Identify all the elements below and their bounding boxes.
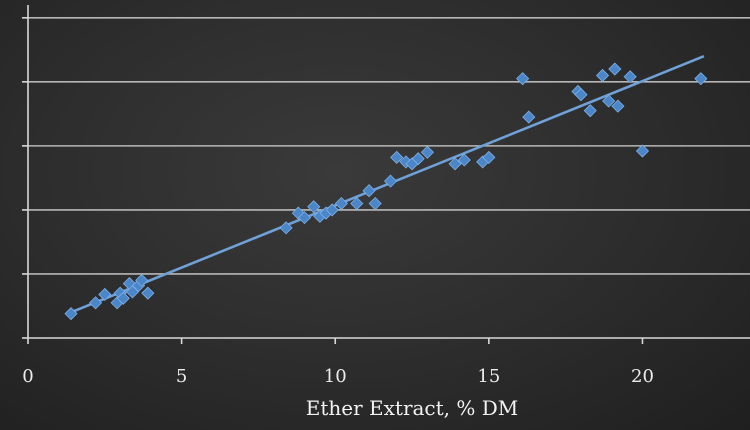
data-point-5 (116, 291, 130, 305)
data-point-0 (64, 307, 78, 321)
axes (22, 5, 750, 344)
data-point-43 (694, 72, 708, 86)
data-point-39 (608, 62, 622, 76)
data-point-33 (522, 110, 536, 124)
data-point-36 (583, 104, 597, 118)
x-tick-label-20: 20 (631, 366, 654, 387)
data-point-41 (623, 70, 637, 84)
data-point-19 (350, 196, 364, 211)
data-point-32 (516, 72, 530, 86)
x-axis-title: Ether Extract, % DM (306, 396, 519, 420)
data-point-9 (135, 273, 149, 287)
data-point-12 (291, 206, 305, 220)
data-point-2 (98, 287, 112, 302)
data-point-31 (482, 150, 496, 164)
data-point-38 (602, 94, 616, 108)
data-point-20 (362, 184, 376, 198)
data-point-22 (383, 174, 398, 188)
data-point-10 (141, 286, 155, 300)
x-tick-label-15: 15 (477, 366, 500, 387)
tick-labels: 0 5 10 15 20 (22, 366, 654, 387)
data-points (64, 62, 708, 321)
data-point-23 (390, 150, 404, 164)
data-point-42 (635, 144, 650, 158)
data-point-40 (611, 99, 625, 113)
data-point-21 (368, 196, 382, 211)
x-tick-label-10: 10 (324, 366, 347, 387)
data-point-29 (457, 153, 471, 167)
data-point-1 (89, 296, 103, 310)
data-point-11 (279, 221, 293, 235)
data-point-18 (334, 196, 348, 211)
data-point-14 (307, 200, 321, 214)
x-tick-label-0: 0 (22, 366, 33, 387)
data-point-35 (574, 88, 588, 102)
data-point-13 (297, 211, 312, 225)
data-point-28 (448, 157, 462, 171)
data-point-26 (411, 152, 425, 166)
x-tick-label-5: 5 (176, 366, 187, 387)
data-point-17 (325, 203, 339, 217)
data-point-37 (595, 68, 610, 83)
data-point-27 (420, 145, 434, 159)
